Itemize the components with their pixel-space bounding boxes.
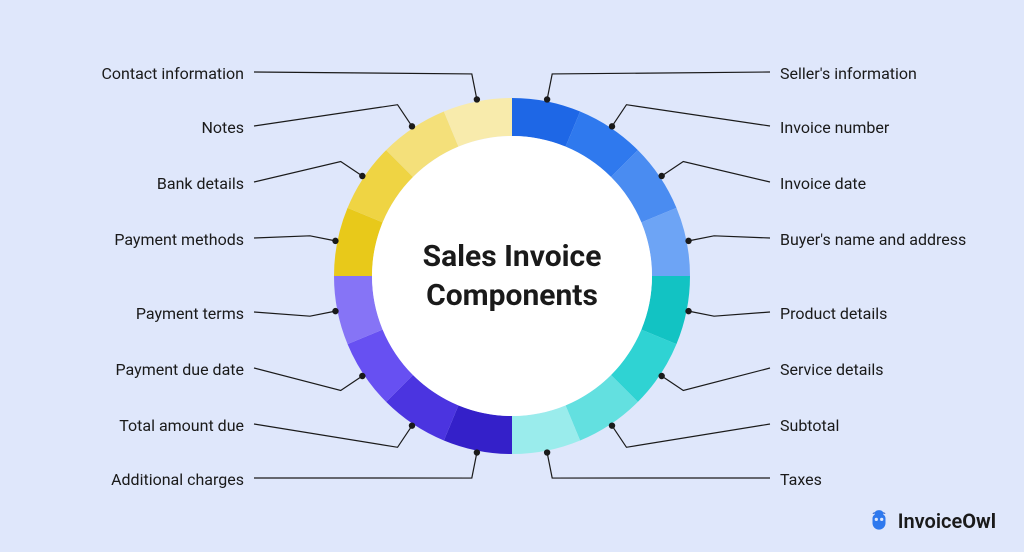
leader-dot	[658, 173, 664, 179]
infographic-canvas: Sales Invoice Components InvoiceOwl Sell…	[0, 0, 1024, 552]
leader-dot	[474, 96, 480, 102]
leader-dot	[409, 422, 415, 428]
leader-dot	[359, 173, 365, 179]
leader-line	[254, 453, 477, 479]
segment-label: Payment due date	[116, 360, 244, 379]
segment-label: Taxes	[780, 470, 822, 489]
leader-line	[254, 162, 362, 182]
leader-line	[254, 311, 335, 316]
leader-dot	[409, 123, 415, 129]
segment-label: Total amount due	[119, 416, 244, 435]
segment-label: Seller's information	[780, 64, 917, 83]
segment-label: Subtotal	[780, 416, 839, 435]
leader-dot	[332, 238, 338, 244]
leader-dot	[359, 373, 365, 379]
leader-line	[612, 105, 770, 127]
leader-dot	[609, 422, 615, 428]
leader-line	[547, 72, 770, 99]
leader-line	[689, 236, 770, 241]
leader-dot	[544, 449, 550, 455]
segment-label: Service details	[780, 360, 884, 379]
segment-label: Additional charges	[111, 470, 244, 489]
segment-label: Bank details	[157, 174, 244, 193]
leader-line	[662, 368, 770, 390]
segment-label: Notes	[201, 118, 244, 137]
leader-dot	[332, 308, 338, 314]
leader-dot	[544, 96, 550, 102]
leader-line	[254, 424, 412, 447]
leader-dot	[658, 373, 664, 379]
segment-label: Product details	[780, 304, 887, 323]
leader-line	[254, 105, 412, 127]
segment-label: Invoice number	[780, 118, 889, 137]
leader-dot	[609, 123, 615, 129]
leader-dot	[685, 308, 691, 314]
segment-label: Contact information	[101, 64, 244, 83]
leader-line	[612, 424, 770, 447]
leader-dot	[474, 449, 480, 455]
segment-label: Buyer's name and address	[780, 230, 966, 249]
leader-line	[662, 162, 770, 182]
leader-line	[254, 368, 362, 390]
segment-label: Payment methods	[114, 230, 244, 249]
leader-line	[254, 236, 335, 241]
segment-label: Payment terms	[136, 304, 244, 323]
leader-line	[547, 453, 770, 479]
segment-label: Invoice date	[780, 174, 866, 193]
leader-line	[689, 311, 770, 316]
leader-line	[254, 72, 477, 99]
leader-dot	[685, 238, 691, 244]
